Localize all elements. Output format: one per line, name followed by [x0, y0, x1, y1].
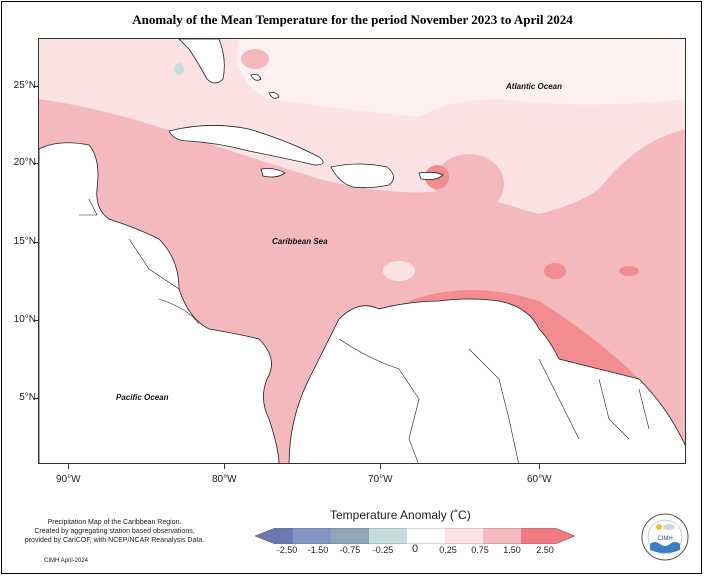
- lat-label-15n: 15°N: [13, 236, 36, 247]
- lat-tick: [33, 86, 38, 87]
- map-area: [38, 38, 686, 464]
- legend-label: 0.75: [471, 545, 489, 555]
- cimh-logo-icon: CIMH: [641, 513, 689, 561]
- lat-tick: [33, 242, 38, 243]
- legend-label: 0: [411, 543, 419, 555]
- lat-tick: [33, 163, 38, 164]
- lon-tick: [539, 464, 540, 469]
- credit-line-1: Precipitation Map of the Caribbean Regio…: [47, 519, 182, 526]
- legend-label: -0.75: [339, 545, 361, 555]
- legend-swatch-6: [483, 528, 521, 544]
- logo-text: CIMH: [657, 536, 672, 542]
- legend-swatch-3: [369, 528, 407, 544]
- pacific-ocean-label: Pacific Ocean: [116, 393, 169, 402]
- lon-tick: [68, 464, 69, 469]
- lon-label-70w: 70°W: [368, 474, 393, 485]
- lon-label-60w: 60°W: [527, 474, 552, 485]
- lat-tick: [33, 320, 38, 321]
- lat-label-25n: 25°N: [13, 80, 36, 91]
- map-title: Anomaly of the Mean Temperature for the …: [132, 12, 573, 27]
- caribbean-sea-label: Caribbean Sea: [272, 237, 328, 246]
- legend-label: 2.50: [536, 545, 554, 555]
- legend-title: Temperature Anomaly (˚C): [330, 508, 471, 522]
- credit-date: CIMH April-2024: [44, 558, 89, 564]
- credit-line-2: Created by aggregating station based obs…: [34, 528, 195, 535]
- lon-tick: [224, 464, 225, 469]
- lat-tick: [33, 398, 38, 399]
- legend-swatch-5: [445, 528, 483, 544]
- lat-label-5n: 5°N: [19, 392, 36, 403]
- legend-swatch-7: [521, 528, 575, 544]
- legend-swatch-1: [293, 528, 331, 544]
- legend-label: 0.25: [439, 545, 457, 555]
- legend-swatch-0: [255, 528, 293, 544]
- credit-text: Precipitation Map of the Caribbean Regio…: [22, 518, 207, 545]
- legend-label: 1.50: [503, 545, 521, 555]
- lon-label-80w: 80°W: [212, 474, 237, 485]
- lon-tick: [380, 464, 381, 469]
- lat-label-10n: 10°N: [13, 314, 36, 325]
- atlantic-ocean-label: Atlantic Ocean: [506, 82, 563, 91]
- legend-swatch-2: [331, 528, 369, 544]
- legend-swatch-4: [407, 528, 445, 544]
- legend-label: -1.50: [307, 545, 329, 555]
- credit-line-3: provided by CariCOF, with NCEP/NCAR Rean…: [24, 537, 205, 544]
- legend-colorbar: [255, 528, 575, 544]
- legend-label: -0.25: [372, 545, 394, 555]
- lon-label-90w: 90°W: [56, 474, 81, 485]
- lat-label-20n: 20°N: [13, 157, 36, 168]
- legend-label: -2.50: [276, 545, 298, 555]
